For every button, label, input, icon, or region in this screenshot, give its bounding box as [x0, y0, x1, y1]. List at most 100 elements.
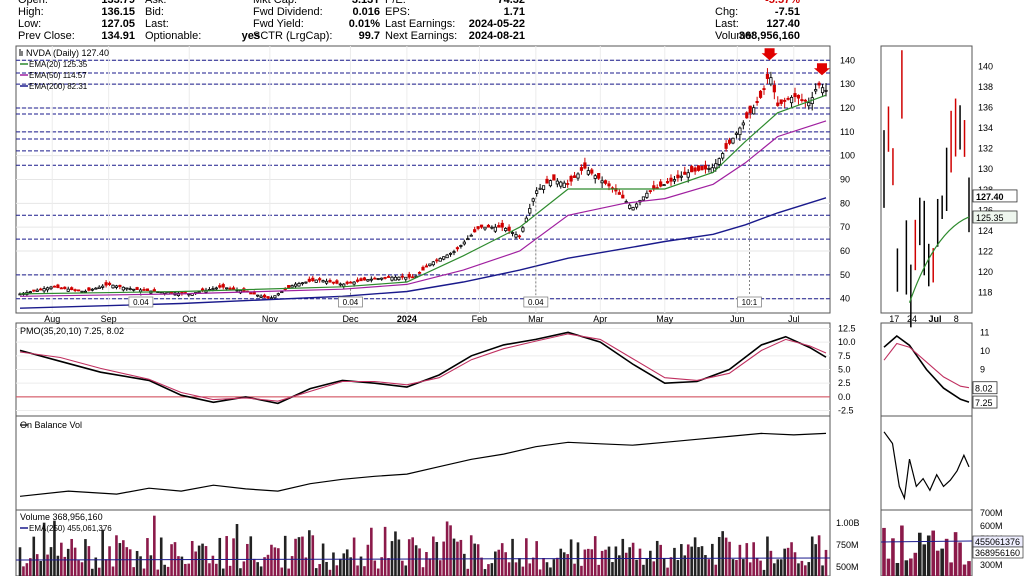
- header-label: Last:: [145, 18, 169, 30]
- candle-body: [400, 275, 404, 278]
- ema20-line: [19, 94, 827, 295]
- candle-body: [438, 258, 442, 262]
- volume-bar: [717, 536, 721, 576]
- volume-bar: [504, 552, 507, 576]
- volume-bar: [562, 552, 566, 576]
- volume-bar: [566, 554, 569, 576]
- y-tick-label: 110: [840, 127, 854, 137]
- volume-bar: [339, 558, 342, 576]
- candle-body: [783, 99, 787, 102]
- inset-price-tick: 132: [978, 144, 993, 154]
- volume-bar: [786, 547, 790, 576]
- inset-pmo-tag: [972, 395, 998, 409]
- volume-bar: [235, 524, 239, 576]
- candle-body: [521, 227, 525, 232]
- candle-body: [73, 289, 77, 292]
- volume-bar: [556, 557, 559, 576]
- volume-bar: [197, 545, 201, 576]
- header-label: EPS:: [385, 6, 411, 18]
- inset-volume-tag: [972, 546, 1024, 559]
- candle-body: [617, 192, 621, 195]
- volume-bar: [779, 559, 783, 576]
- candle-body: [45, 287, 50, 291]
- header-value: 99.7: [358, 30, 380, 42]
- volume-bar: [94, 557, 98, 576]
- volume-bar: [228, 565, 232, 576]
- volume-bar: [35, 554, 39, 576]
- volume-bar: [521, 566, 525, 576]
- candle-body: [404, 276, 408, 280]
- inset-pmo-tick: 10: [980, 346, 990, 356]
- candle-body: [707, 168, 711, 170]
- month-label: Jun: [730, 314, 745, 324]
- candle-body: [249, 292, 253, 295]
- candle-body: [104, 282, 108, 286]
- y-tick-label: 80: [840, 198, 850, 208]
- candle-body: [459, 245, 463, 247]
- header-value: 127.40: [766, 18, 800, 30]
- inset-price-tick: 126: [978, 205, 993, 215]
- volume-bar: [559, 548, 563, 576]
- volume-bar: [593, 536, 597, 576]
- volume-bar: [649, 550, 652, 576]
- inset-pmo-tick: 9: [980, 365, 985, 375]
- volume-bar: [166, 566, 170, 576]
- candle-body: [297, 283, 301, 287]
- candle-body: [765, 73, 770, 79]
- candle-body: [493, 226, 497, 232]
- candle-body: [352, 281, 356, 285]
- candle-body: [690, 166, 694, 173]
- volume-bar: [600, 550, 604, 576]
- candle-body: [514, 234, 518, 238]
- month-label: Aug: [44, 314, 60, 324]
- candle-body: [366, 279, 370, 282]
- candle-body: [814, 89, 818, 92]
- candle-body: [665, 181, 670, 184]
- volume-bar: [569, 539, 573, 576]
- inset-pmo-tag-label: 8.02: [975, 384, 993, 394]
- header-label: Chg:: [715, 6, 739, 18]
- inset-volume-bar: [886, 558, 891, 576]
- volume-bar: [301, 536, 304, 576]
- candle-body: [686, 172, 690, 178]
- volume-legend-entry: EMA(250) 455,061,376: [29, 524, 112, 533]
- inset-volume-bar: [909, 558, 913, 576]
- volume-bar: [239, 568, 242, 576]
- volume-bar: [487, 564, 490, 576]
- candle-body: [583, 162, 587, 169]
- header-label: High:: [18, 6, 44, 18]
- candle-body: [125, 287, 129, 290]
- candle-body: [600, 180, 604, 184]
- candle-body: [221, 284, 225, 288]
- header-value: 134.91: [101, 30, 135, 42]
- candle-body: [107, 282, 112, 285]
- volume-bar: [590, 549, 594, 576]
- legend-entry: EMA(50) 114.57: [29, 71, 87, 80]
- y-tick-label: 70: [840, 222, 850, 232]
- candle-body: [197, 291, 201, 294]
- volume-bar: [507, 562, 511, 576]
- candle-body: [486, 224, 491, 228]
- candle-body: [142, 289, 146, 291]
- candle-body: [576, 173, 580, 179]
- volume-bar: [428, 558, 432, 576]
- header-label: Low:: [18, 18, 42, 30]
- candle-body: [603, 180, 608, 184]
- candle-body: [101, 285, 105, 288]
- volume-bar: [773, 563, 776, 576]
- inset-volume-bar: [922, 544, 927, 576]
- dividend-marker-box: [338, 296, 363, 308]
- candle-body: [318, 278, 322, 281]
- inset-month-label: 24: [907, 314, 917, 324]
- candle-body: [393, 276, 398, 281]
- candle-body: [121, 286, 125, 291]
- volume-bar: [676, 560, 680, 576]
- volume-bar: [611, 562, 614, 576]
- candle-body: [345, 281, 349, 284]
- candle-body: [211, 288, 215, 291]
- candle-body: [431, 261, 435, 266]
- candle-body: [566, 183, 570, 185]
- inset-volume-bar: [935, 550, 940, 576]
- inset-price-tick: 140: [978, 62, 993, 72]
- volume-bar: [321, 543, 325, 576]
